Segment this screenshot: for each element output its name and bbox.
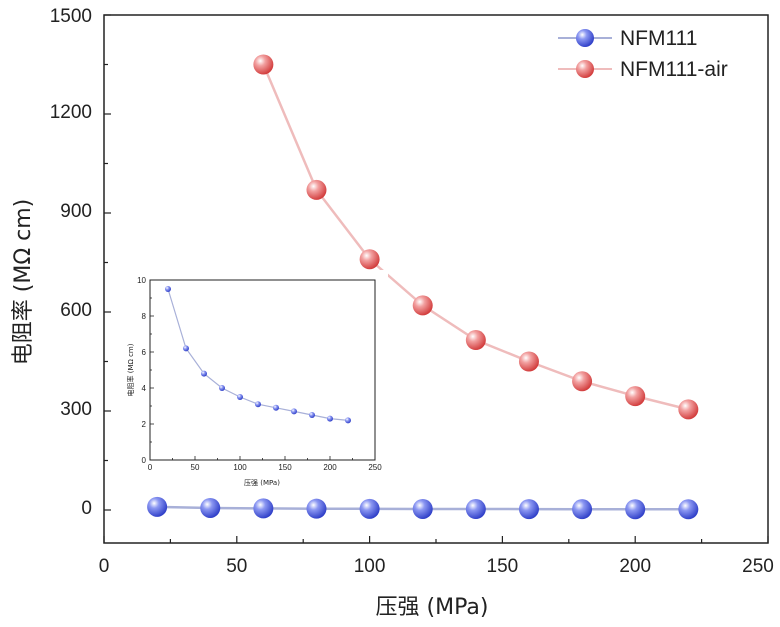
data-point-nfm111-air (678, 399, 699, 420)
data-point-nfm111 (678, 499, 699, 520)
inset-x-tick-label: 0 (148, 463, 153, 472)
data-point-nfm111 (465, 499, 486, 520)
main-x-tick-labels: 0 50 100 150 200 250 (99, 556, 774, 577)
data-point-nfm111 (518, 499, 539, 520)
data-point-nfm111 (253, 498, 274, 519)
inset-y-axis-title: 电阻率 (MΩ cm) (126, 343, 135, 396)
y-tick-label: 0 (81, 498, 92, 519)
x-tick-label: 100 (354, 556, 386, 577)
y-tick-label: 1200 (50, 102, 92, 123)
inset-x-tick-labels: 0 50 100 150 200 250 (148, 463, 382, 472)
data-point-nfm111-air (465, 330, 486, 351)
inset-y-tick-label: 6 (142, 348, 147, 357)
inset-background (118, 270, 388, 490)
x-tick-label: 0 (99, 556, 110, 577)
inset-data-point (345, 417, 351, 424)
data-point-nfm111 (412, 498, 433, 519)
y-tick-label: 900 (60, 201, 92, 222)
data-point-nfm111 (625, 499, 646, 520)
inset-data-point (291, 408, 297, 415)
inset-data-point (165, 286, 171, 292)
legend: NFM111 NFM111-air (558, 27, 728, 81)
inset-x-tick-label: 150 (278, 463, 292, 472)
main-y-tick-labels: 0 300 600 900 1200 1500 (50, 6, 92, 519)
inset-y-tick-label: 10 (137, 276, 146, 285)
inset-data-point (309, 412, 315, 418)
data-point-nfm111-air (625, 386, 646, 407)
data-point-nfm111 (306, 498, 327, 519)
legend-marker-nfm111-air (576, 60, 594, 78)
data-point-nfm111 (359, 498, 380, 519)
inset-y-tick-label: 2 (142, 420, 147, 429)
inset-x-tick-label: 100 (233, 463, 247, 472)
x-tick-label: 200 (619, 556, 651, 577)
legend-marker-nfm111 (576, 29, 594, 47)
y-axis-title: 电阻率 (MΩ cm) (11, 199, 36, 365)
x-tick-label: 150 (487, 556, 519, 577)
inset-data-point (327, 415, 333, 422)
inset-x-tick-label: 50 (191, 463, 200, 472)
inset-data-point (183, 345, 189, 352)
main-axis-ticks (103, 14, 769, 543)
data-point-nfm111-air (518, 351, 539, 372)
inset-y-tick-labels: 0 2 4 6 8 10 (137, 276, 146, 465)
data-point-nfm111-air (359, 249, 380, 270)
inset-x-tick-label: 250 (368, 463, 382, 472)
inset-y-tick-label: 8 (142, 312, 147, 321)
x-axis-title: 压强 (MPa) (376, 595, 489, 620)
data-point-nfm111 (147, 496, 168, 517)
y-tick-label: 300 (60, 399, 92, 420)
inset-x-tick-label: 200 (323, 463, 337, 472)
inset-axis-ticks (149, 279, 376, 461)
data-point-nfm111 (200, 497, 221, 518)
data-point-nfm111-air (412, 295, 433, 316)
legend-label-nfm111-air: NFM111-air (620, 58, 728, 81)
inset-y-tick-label: 4 (142, 384, 147, 393)
x-tick-label: 50 (226, 556, 247, 577)
legend-label-nfm111: NFM111 (620, 27, 697, 50)
main-series-group (147, 54, 699, 520)
data-point-nfm111-air (572, 371, 593, 392)
data-point-nfm111-air (306, 179, 327, 200)
inset-data-point (237, 394, 243, 400)
data-point-nfm111 (572, 499, 593, 520)
data-point-nfm111-air (253, 54, 274, 75)
inset-x-axis-title: 压强 (MPa) (244, 479, 280, 487)
y-tick-label: 600 (60, 300, 92, 321)
inset-data-point (273, 404, 279, 411)
inset-data-point (255, 401, 261, 408)
inset-y-tick-label: 0 (142, 456, 147, 465)
inset-data-point (201, 370, 207, 377)
y-tick-label: 1500 (50, 6, 92, 27)
inset-series-group (165, 286, 351, 424)
x-tick-label: 250 (742, 556, 774, 577)
inset-data-point (219, 385, 225, 391)
